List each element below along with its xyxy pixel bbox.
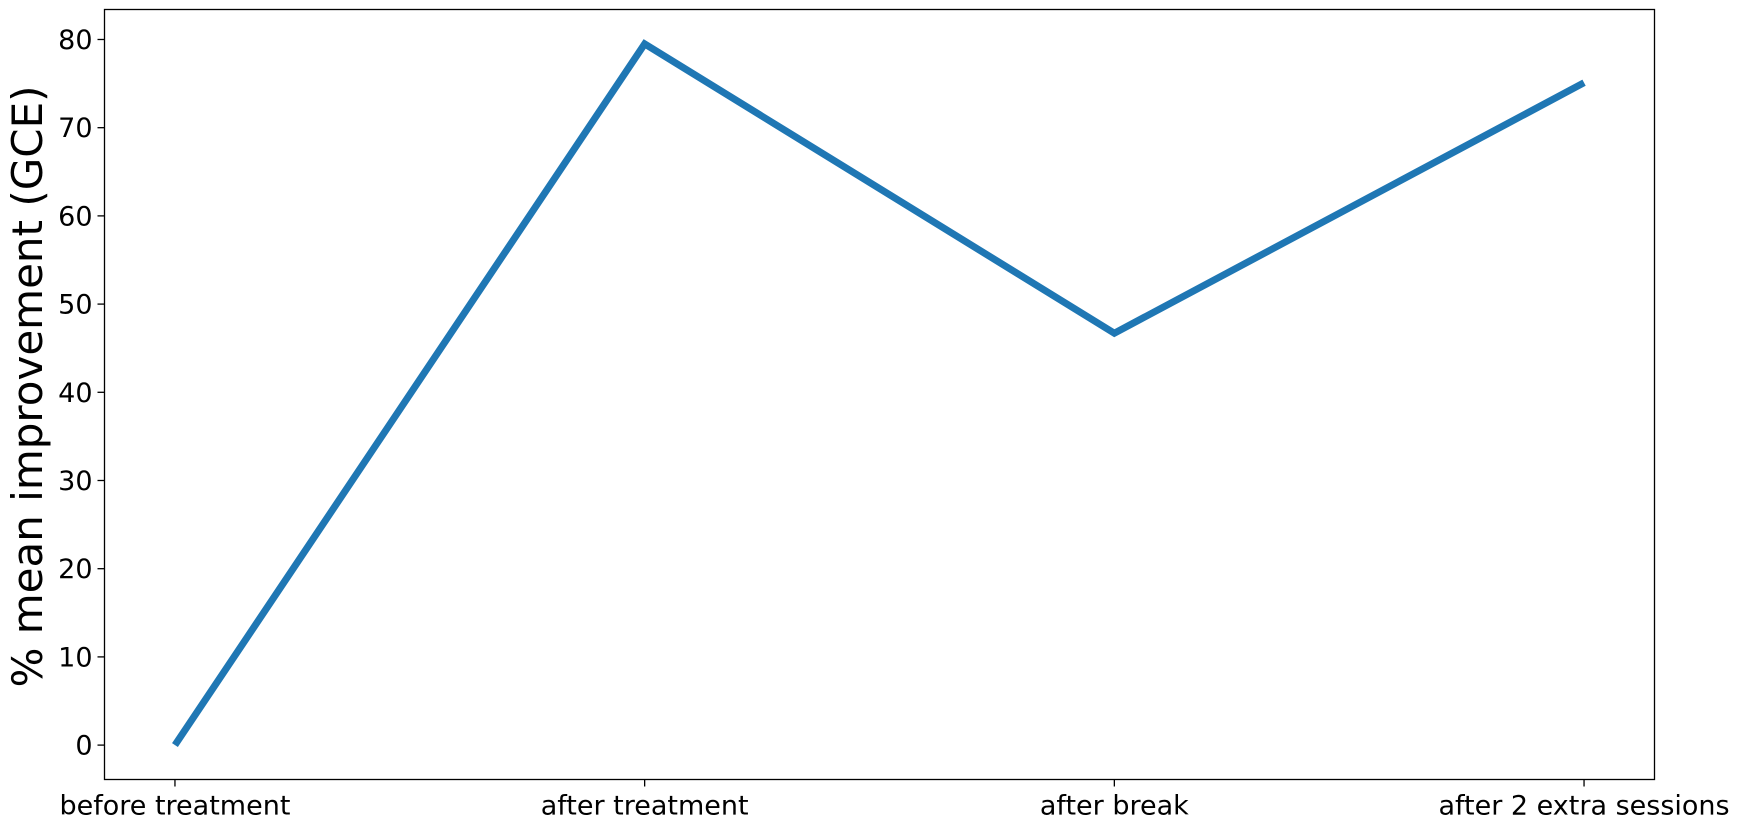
y-tick-label: 60 <box>58 201 92 232</box>
x-tick-label: before treatment <box>59 791 290 822</box>
x-tick-label: after treatment <box>541 791 749 822</box>
x-tick-label: after 2 extra sessions <box>1438 791 1729 822</box>
y-tick-label: 0 <box>75 731 92 762</box>
y-tick-label: 50 <box>58 290 92 321</box>
y-tick-label: 10 <box>58 642 92 673</box>
y-tick-label: 40 <box>58 378 92 409</box>
y-tick-label: 30 <box>58 466 92 497</box>
y-tick-label: 20 <box>58 554 92 585</box>
y-tick-label: 80 <box>58 25 92 56</box>
x-tick-label: after break <box>1040 791 1189 822</box>
y-tick-label: 70 <box>58 113 92 144</box>
y-axis-label: % mean improvement (GCE) <box>3 85 52 687</box>
